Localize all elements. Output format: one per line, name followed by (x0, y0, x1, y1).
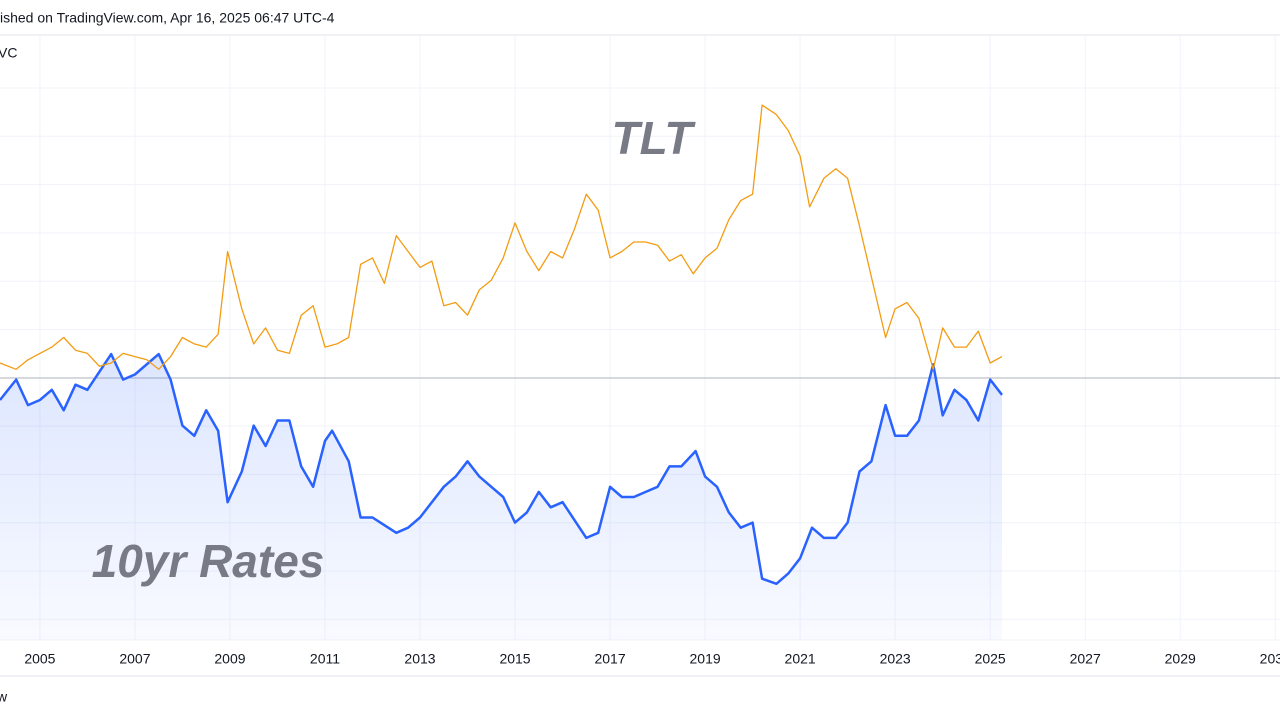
x-tick-label: 2011 (310, 651, 340, 667)
x-tick-label: 2009 (214, 651, 245, 667)
x-tick-label: 2027 (1070, 651, 1101, 667)
x-tick-label: 2023 (880, 651, 911, 667)
x-tick-label: 2005 (24, 651, 55, 667)
x-tick-label: 2015 (499, 651, 530, 667)
symbol-label: VC (0, 45, 17, 61)
x-tick-label: 2029 (1165, 651, 1196, 667)
series-annotation: 10yr Rates (92, 535, 325, 587)
x-tick-label: 2019 (690, 651, 721, 667)
series-annotation: TLT (612, 112, 697, 164)
x-tick-label: 2031 (1260, 651, 1280, 667)
series-line (0, 352, 1003, 586)
x-tick-label: 2017 (594, 651, 625, 667)
x-tick-label: 2021 (785, 651, 816, 667)
header: ished on TradingView.com, Apr 16, 2025 0… (0, 10, 335, 26)
x-tick-label: 2013 (404, 651, 435, 667)
footer-label: w (0, 689, 8, 705)
area-fill (0, 354, 1002, 640)
series-line (0, 104, 1003, 370)
x-tick-label: 2025 (975, 651, 1006, 667)
x-tick-label: 2007 (119, 651, 150, 667)
